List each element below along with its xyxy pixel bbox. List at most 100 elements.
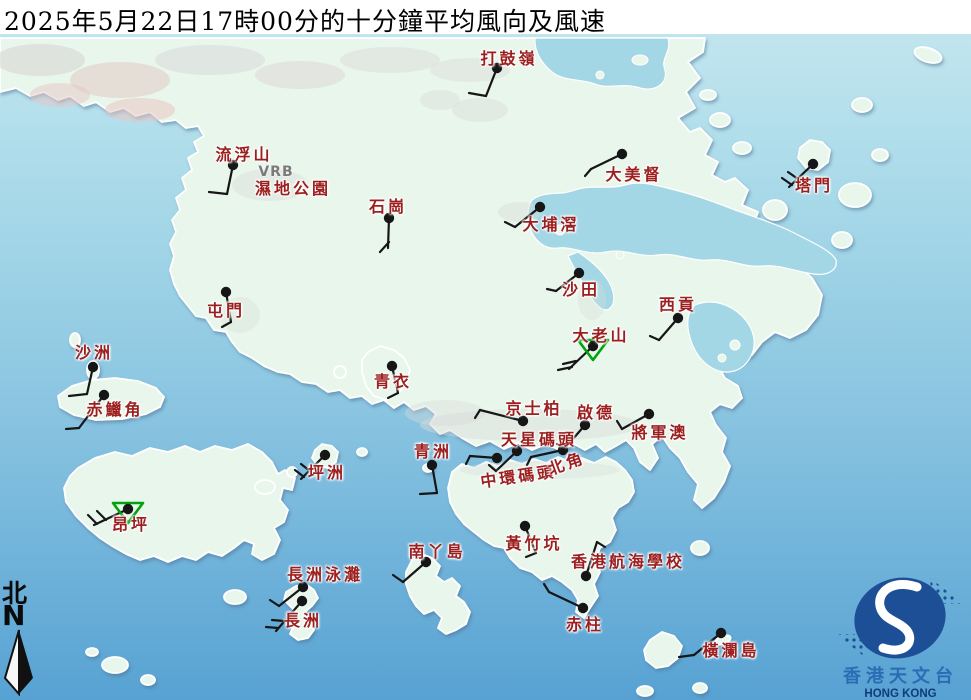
station-大美督: [583, 148, 628, 178]
wind-barb: [595, 540, 607, 549]
station-青洲: [418, 459, 439, 496]
wind-barb: [418, 491, 439, 496]
islet-tung-lung: [690, 540, 710, 556]
wind-barb: [487, 463, 498, 473]
station-坪洲: [293, 449, 331, 481]
islet: [85, 647, 99, 657]
islet: [838, 182, 872, 208]
wind-barb: [524, 551, 538, 559]
wind-barb: [692, 631, 723, 657]
islet: [732, 141, 752, 155]
station-北角: [525, 444, 569, 467]
wind-barb: [677, 653, 696, 659]
station-沙洲: [67, 361, 99, 398]
station-dot: [715, 627, 727, 639]
wind-barb: [561, 359, 578, 366]
station-長洲泳灘: [268, 581, 309, 608]
wind-barb: [780, 176, 794, 187]
islet: [631, 54, 649, 66]
wind-barb: [583, 167, 593, 178]
station-將軍澳: [615, 408, 655, 431]
station-沙田: [545, 267, 585, 293]
wind-barb: [293, 468, 306, 479]
station-dot: [587, 340, 599, 352]
compass-north-en: N: [2, 599, 26, 632]
station-dot: [519, 520, 531, 532]
land-po-toi: [643, 631, 683, 669]
station-dot: [491, 452, 503, 464]
wind-barb: [556, 365, 574, 372]
wind-barb: [386, 391, 400, 400]
station-dot: [319, 449, 331, 461]
land-tap-mun: [797, 139, 831, 171]
station-黃竹坑: [519, 520, 538, 559]
station-dot: [577, 602, 589, 614]
station-dot: [557, 444, 569, 456]
station-中環碼頭: [464, 452, 503, 466]
wind-barb: [525, 455, 533, 467]
islet: [69, 332, 81, 348]
islet-shek-kwu-chau: [223, 589, 247, 605]
title-bar: 2025年5月22日17時00分的十分鐘平均風向及風速: [0, 0, 971, 36]
bay-starling-inlet: [534, 37, 670, 90]
station-塔門: [780, 158, 819, 189]
wind-barb: [77, 393, 106, 430]
station-赤柱: [542, 582, 589, 614]
compass-north-zh: 北: [2, 579, 28, 608]
station-dot: [579, 419, 591, 431]
station-dot: [580, 570, 592, 582]
station-dot: [643, 408, 655, 420]
islet-ma-wan: [333, 365, 347, 379]
islet: [595, 70, 605, 80]
bay-port-shelter: [687, 301, 755, 373]
islet: [554, 224, 566, 236]
north-arrow-icon: [3, 629, 33, 696]
land-lantau: [63, 443, 296, 563]
wind-barb: [264, 625, 280, 630]
wind-barb: [542, 582, 551, 594]
station-昂坪: [86, 501, 145, 527]
wind-barb: [513, 205, 542, 229]
triangle-marker: [576, 338, 610, 362]
wind-barb: [67, 392, 89, 398]
station-西貢: [648, 312, 684, 342]
hko-emblem-icon: [836, 577, 964, 659]
station-dot: [517, 415, 529, 427]
wind-barb: [391, 573, 405, 584]
wind-barb: [786, 170, 800, 181]
station-dot: [426, 459, 438, 471]
wind-barb: [299, 462, 312, 473]
wind-barb: [274, 599, 304, 633]
station-dot: [386, 360, 398, 372]
station-赤鱲角: [64, 389, 110, 431]
north-compass: 北 N: [2, 581, 42, 696]
wind-barb: [648, 334, 661, 342]
wind-barb: [567, 344, 595, 371]
station-dot: [122, 503, 134, 515]
station-dot: [672, 312, 684, 324]
station-南丫島: [391, 556, 432, 584]
wind-barb: [270, 618, 286, 623]
station-dot: [98, 389, 110, 401]
wind-barb: [220, 320, 233, 329]
wind-barb: [545, 287, 558, 293]
islet: [762, 199, 788, 221]
islet: [692, 682, 708, 694]
wind-barb: [464, 454, 472, 466]
station-dot: [420, 556, 432, 568]
station-dot: [227, 159, 239, 171]
station-長洲: [264, 595, 308, 633]
islet: [615, 250, 625, 260]
station-dot: [297, 581, 309, 593]
station-大埔滘: [503, 201, 546, 229]
islet: [709, 112, 731, 128]
station-打鼓嶺: [467, 62, 503, 98]
station-屯門: [220, 286, 233, 329]
wind-barb: [787, 162, 815, 189]
islet-kau-yi-chau: [356, 447, 368, 457]
islet: [699, 89, 717, 101]
land-airport: [57, 377, 165, 421]
wind-barb: [547, 590, 585, 610]
hko-name-zh: 香港天文台: [843, 666, 958, 687]
